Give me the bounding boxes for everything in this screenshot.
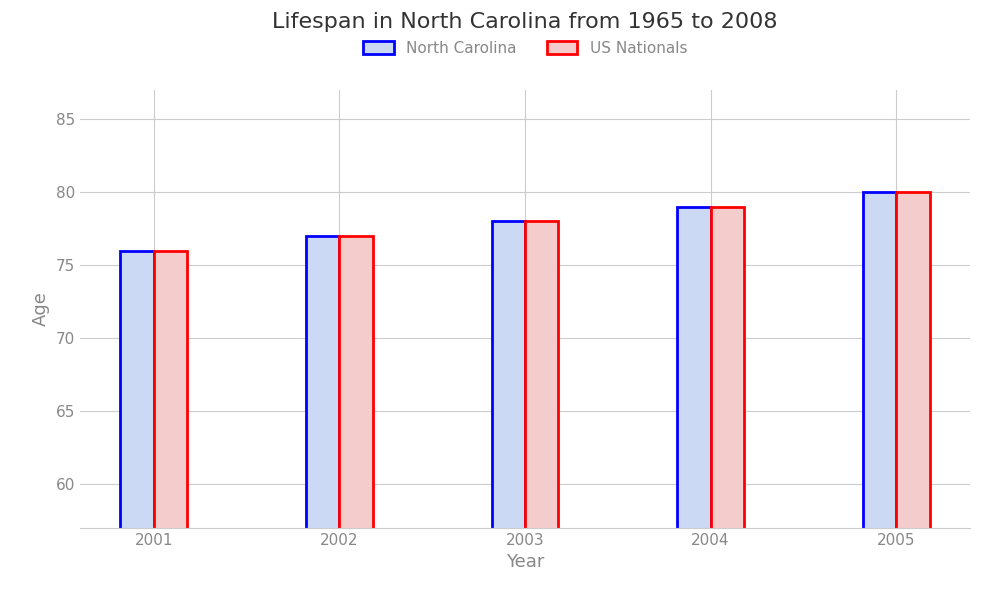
Y-axis label: Age: Age bbox=[32, 292, 50, 326]
Bar bbox=[306, 236, 339, 600]
Bar bbox=[677, 207, 711, 600]
Bar bbox=[711, 207, 744, 600]
Bar bbox=[339, 236, 373, 600]
Bar bbox=[896, 192, 930, 600]
X-axis label: Year: Year bbox=[506, 553, 544, 571]
Title: Lifespan in North Carolina from 1965 to 2008: Lifespan in North Carolina from 1965 to … bbox=[272, 11, 778, 31]
Bar bbox=[154, 251, 187, 600]
Bar bbox=[120, 251, 154, 600]
Bar bbox=[525, 221, 558, 600]
Legend: North Carolina, US Nationals: North Carolina, US Nationals bbox=[363, 41, 687, 56]
Bar bbox=[492, 221, 525, 600]
Bar bbox=[863, 192, 896, 600]
